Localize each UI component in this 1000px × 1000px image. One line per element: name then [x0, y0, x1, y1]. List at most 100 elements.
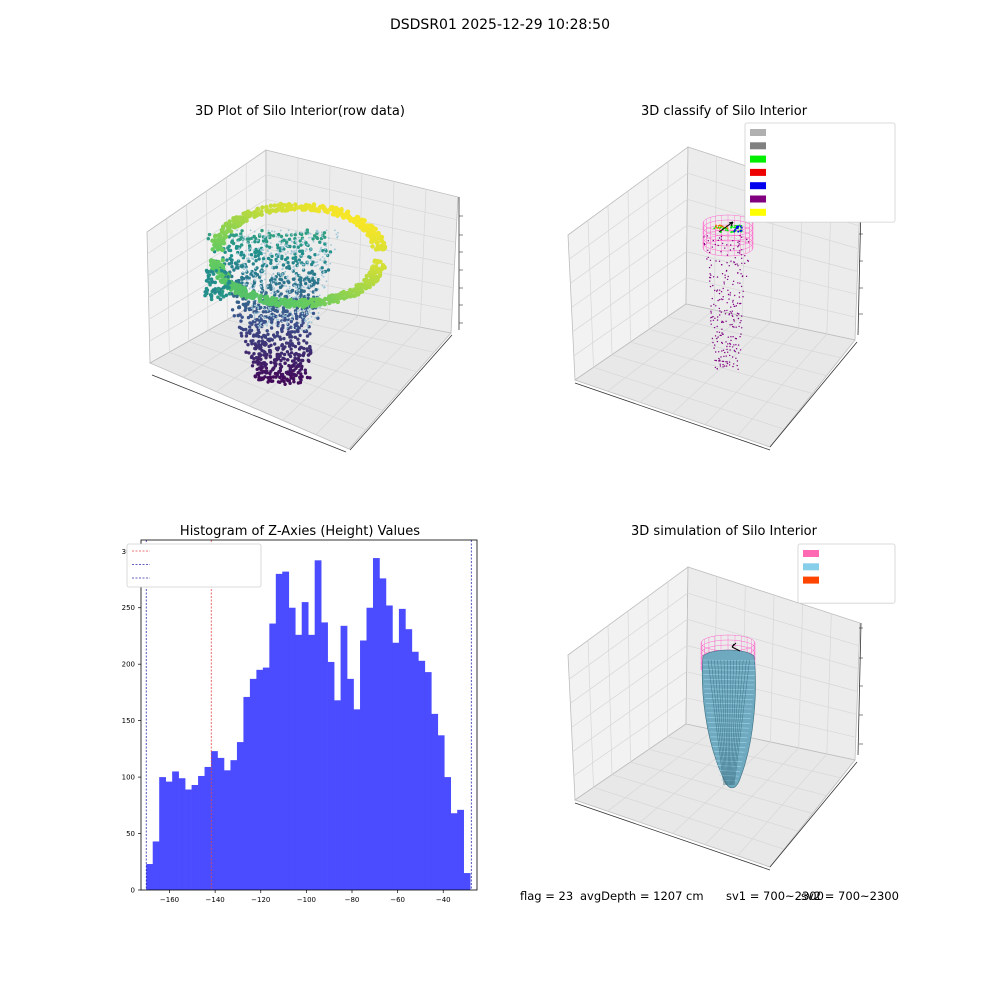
p2-interpolated-point [735, 357, 737, 359]
p2-interpolated-point [722, 296, 724, 298]
p2-interpolated-point [733, 305, 735, 307]
p1-y-axis-line [349, 334, 453, 451]
p1-data-point [267, 344, 271, 349]
p2-interpolated-point [720, 251, 722, 253]
p1-data-point [252, 273, 255, 276]
p2-interpolated-point [738, 296, 741, 298]
p2-interpolated-point [713, 326, 716, 329]
p1-data-point [317, 298, 323, 303]
p1-data-point [293, 309, 298, 313]
p2-legend-swatch [750, 155, 766, 163]
p1-data-point [254, 304, 256, 307]
p2-rice-surface-point [730, 231, 733, 233]
p2-interpolated-point [740, 333, 742, 335]
p1-data-point [249, 253, 254, 257]
footer-sv1: sv1 = 700~2300 [726, 889, 824, 903]
p1-data-point [348, 294, 353, 299]
p1-data-point [257, 307, 259, 310]
p1-data-point [341, 289, 346, 295]
p1-data-point [253, 278, 256, 281]
p1-data-point [237, 235, 240, 238]
p1-data-point [270, 338, 274, 342]
p1-data-point [297, 310, 299, 312]
p1-data-point [307, 271, 311, 275]
p2-interpolated-point [724, 351, 726, 354]
p1-data-point [296, 337, 300, 341]
p1-data-point [262, 252, 264, 255]
p2-interpolated-point [709, 276, 711, 279]
p2-legend-swatch [750, 208, 766, 216]
p2-interpolated-point [732, 299, 734, 302]
p1-data-point [306, 263, 309, 266]
p1-data-point [304, 329, 307, 331]
p4-y-axis-line [769, 761, 858, 868]
p1-data-point [263, 300, 268, 306]
p2-noise-point [737, 226, 740, 228]
p1-data-point [318, 267, 321, 270]
p1-data-point [263, 270, 266, 272]
histogram-bar [204, 766, 212, 890]
p1-data-point [247, 244, 252, 248]
p2-legend-swatch [750, 142, 766, 150]
p1-data-point [227, 244, 231, 248]
p1-data-point [291, 277, 296, 281]
p2-interpolated-point [737, 344, 740, 346]
p1-data-point [295, 243, 298, 246]
p2-interpolated-point [741, 236, 743, 238]
p2-interpolated-point [741, 249, 743, 251]
p1-data-point [266, 309, 269, 312]
p1-data-point [285, 238, 288, 241]
p2-interpolated-point [716, 289, 719, 291]
p1-data-point [334, 205, 339, 211]
p1-data-point [304, 250, 307, 253]
p1-data-point [301, 353, 305, 358]
p1-data-point [379, 238, 384, 243]
p2-interpolated-point [732, 346, 734, 348]
p1-data-point [313, 285, 315, 288]
p1-data-point [241, 255, 244, 258]
p1-data-point [270, 320, 274, 325]
p2-interpolated-point [720, 334, 722, 337]
p1-data-point [294, 239, 297, 241]
p1-data-point [270, 254, 274, 258]
p2-interpolated-point [718, 299, 721, 301]
p2-interpolated-point [706, 235, 709, 237]
p2-interpolated-point [718, 357, 720, 360]
p2-interpolated-point [734, 294, 736, 297]
p1-data-point [310, 311, 312, 314]
p2-interpolated-point [724, 277, 726, 279]
p1-data-point [288, 302, 293, 307]
histogram-bar [295, 634, 303, 890]
p1-data-point [300, 254, 302, 257]
p1-data-point [286, 291, 289, 294]
p2-interpolated-point [718, 260, 721, 262]
histogram-y-tick-label: 150 [122, 717, 135, 725]
p2-interpolated-point [747, 259, 749, 262]
histogram-bars [146, 558, 471, 890]
p1-data-point [263, 334, 267, 338]
p1-data-point [279, 260, 281, 263]
p1-data-point [284, 341, 289, 345]
histogram-bar [424, 672, 432, 890]
p1-data-point [206, 237, 210, 241]
histogram-legend-box [126, 543, 262, 588]
p1-data-point [308, 255, 312, 260]
p1-data-point [364, 273, 369, 279]
p1-data-point [263, 255, 265, 258]
histogram-bar [172, 771, 179, 890]
p1-data-point [267, 250, 269, 253]
p1-data-point [313, 291, 316, 294]
histogram-x-tick-label: −80 [345, 896, 360, 904]
p1-data-point [260, 243, 263, 246]
p1-data-point [302, 243, 305, 246]
p1-data-point [253, 312, 256, 314]
histogram-x-tick-label: −40 [436, 896, 451, 904]
p1-data-point [317, 206, 322, 211]
p1-data-point [303, 368, 307, 372]
p1-data-point [266, 324, 268, 327]
p2-interpolated-point [721, 321, 723, 323]
p1-data-point [279, 358, 283, 363]
p2-interpolated-point [716, 368, 718, 370]
p1-data-point [219, 268, 224, 273]
p1-data-point [285, 203, 290, 208]
